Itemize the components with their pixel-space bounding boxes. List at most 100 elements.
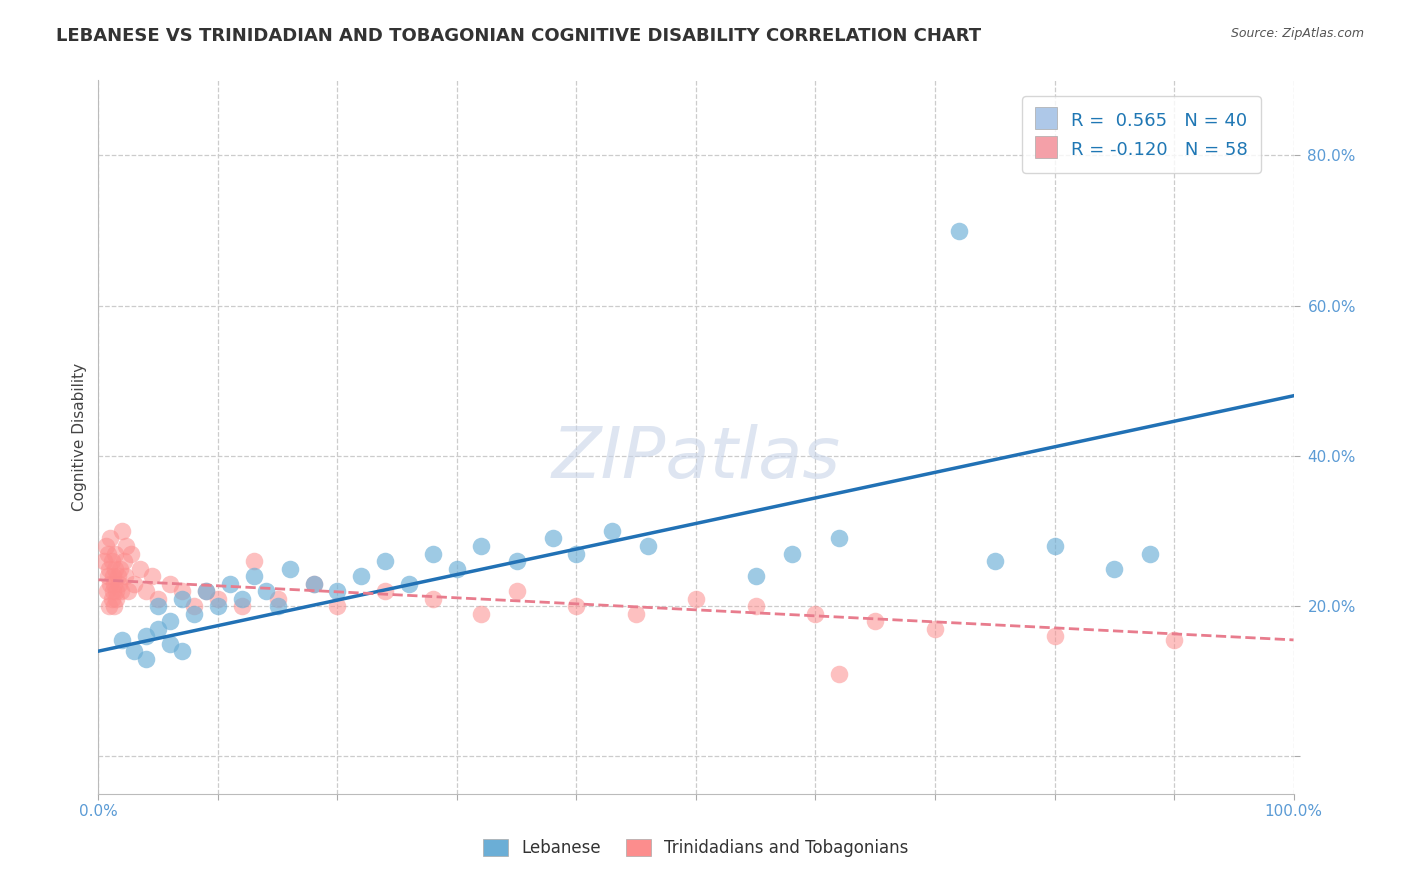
Point [326, 584, 349, 599]
Text: Source: ZipAtlas.com: Source: ZipAtlas.com [1230, 27, 1364, 40]
Point [148, 591, 170, 606]
Point [1163, 632, 1185, 647]
Point [1104, 561, 1126, 575]
Point [135, 629, 157, 643]
Point [101, 569, 124, 583]
Point [103, 576, 125, 591]
Point [207, 599, 229, 613]
Point [98, 576, 122, 591]
Point [243, 569, 266, 583]
Point [243, 554, 266, 568]
Point [112, 554, 135, 568]
Point [470, 539, 492, 553]
Point [828, 532, 851, 546]
Point [865, 614, 887, 628]
Point [278, 561, 301, 575]
Y-axis label: Cognitive Disability: Cognitive Disability [72, 363, 87, 511]
Point [114, 569, 136, 583]
Point [183, 599, 205, 613]
Point [148, 599, 170, 613]
Point [104, 561, 127, 575]
Point [804, 607, 827, 621]
Point [1139, 547, 1161, 561]
Point [207, 591, 229, 606]
Point [924, 622, 946, 636]
Point [172, 584, 194, 599]
Point [374, 554, 396, 568]
Point [97, 569, 120, 583]
Point [685, 591, 707, 606]
Point [374, 584, 396, 599]
Point [98, 561, 121, 575]
Point [565, 547, 588, 561]
Point [422, 547, 444, 561]
Point [100, 591, 122, 606]
Point [107, 569, 129, 583]
Point [422, 591, 444, 606]
Point [111, 524, 134, 538]
Point [506, 584, 529, 599]
Point [267, 599, 290, 613]
Point [183, 607, 205, 621]
Text: LEBANESE VS TRINIDADIAN AND TOBAGONIAN COGNITIVE DISABILITY CORRELATION CHART: LEBANESE VS TRINIDADIAN AND TOBAGONIAN C… [56, 27, 981, 45]
Point [398, 576, 420, 591]
Point [219, 576, 242, 591]
Point [326, 599, 349, 613]
Point [626, 607, 648, 621]
Point [115, 539, 138, 553]
Point [107, 576, 129, 591]
Point [745, 599, 768, 613]
Point [541, 532, 564, 546]
Point [135, 651, 157, 665]
Point [111, 632, 134, 647]
Point [141, 569, 163, 583]
Point [124, 576, 146, 591]
Point [148, 622, 170, 636]
Point [506, 554, 529, 568]
Point [100, 554, 122, 568]
Point [565, 599, 588, 613]
Point [159, 614, 181, 628]
Point [108, 561, 131, 575]
Point [1043, 629, 1066, 643]
Point [195, 584, 218, 599]
Point [172, 591, 194, 606]
Point [97, 547, 120, 561]
Text: ZIPatlas: ZIPatlas [551, 424, 841, 493]
Point [446, 561, 468, 575]
Point [105, 591, 128, 606]
Point [98, 532, 122, 546]
Point [350, 569, 373, 583]
Point [120, 547, 142, 561]
Point [124, 644, 146, 658]
Point [470, 607, 492, 621]
Point [267, 591, 290, 606]
Point [110, 584, 132, 599]
Point [93, 554, 115, 568]
Point [105, 584, 128, 599]
Point [637, 539, 659, 553]
Point [129, 561, 152, 575]
Point [984, 554, 1007, 568]
Point [101, 584, 124, 599]
Point [231, 599, 253, 613]
Point [104, 547, 127, 561]
Point [96, 584, 118, 599]
Point [602, 524, 624, 538]
Point [172, 644, 194, 658]
Legend: Lebanese, Trinidadians and Tobagonians: Lebanese, Trinidadians and Tobagonians [484, 838, 908, 857]
Point [159, 576, 181, 591]
Point [117, 584, 139, 599]
Point [135, 584, 157, 599]
Point [94, 539, 117, 553]
Point [195, 584, 218, 599]
Point [98, 599, 121, 613]
Point [780, 547, 803, 561]
Point [302, 576, 325, 591]
Point [948, 223, 970, 237]
Point [103, 599, 125, 613]
Point [828, 666, 851, 681]
Point [231, 591, 253, 606]
Point [302, 576, 325, 591]
Point [745, 569, 768, 583]
